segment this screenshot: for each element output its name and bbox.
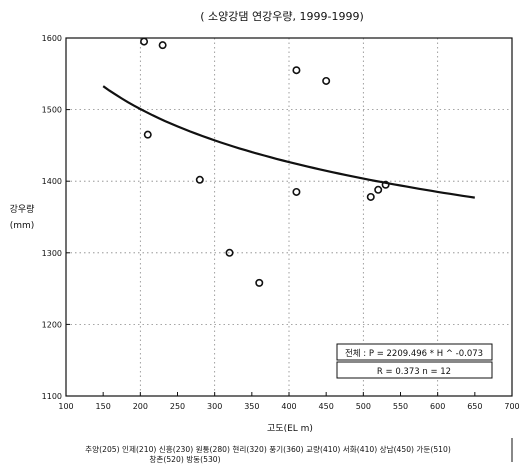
data-point xyxy=(255,278,264,287)
data-point xyxy=(292,66,301,75)
x-tick-label: 150 xyxy=(96,402,111,411)
annotation-line2: R = 0.373 n = 12 xyxy=(377,367,451,377)
x-tick-label: 350 xyxy=(244,402,259,411)
data-point xyxy=(195,175,204,184)
data-point xyxy=(225,248,234,257)
x-tick-label: 550 xyxy=(393,402,408,411)
y-tick-label: 1500 xyxy=(42,106,62,115)
annotation-line2-box xyxy=(336,361,493,379)
annotation-line1-box xyxy=(336,343,493,361)
y-tick-label: 1100 xyxy=(42,392,62,401)
x-tick-label: 200 xyxy=(133,402,148,411)
y-tick-label: 1300 xyxy=(42,249,62,258)
y-axis-label-line2: (mm) xyxy=(10,221,35,231)
x-tick-label: 600 xyxy=(430,402,445,411)
chart-title: ( 소양강댐 연강우량, 1999-1999) xyxy=(200,10,364,23)
x-tick-label: 100 xyxy=(58,402,73,411)
data-point xyxy=(292,187,301,196)
x-axis: 100 150 200 250 300 350 400 450 500 550 600 650 700 xyxy=(58,392,520,411)
x-tick-label: 500 xyxy=(356,402,371,411)
data-point xyxy=(140,37,149,46)
data-point xyxy=(143,130,152,139)
plot-frame xyxy=(65,37,513,397)
annotation-line1: 전체 : P = 2209.496 * H ^ -0.073 xyxy=(345,348,483,359)
data-point xyxy=(374,185,383,194)
grid xyxy=(66,38,512,396)
x-tick-label: 400 xyxy=(281,402,296,411)
annotation-box: 전체 : P = 2209.496 * H ^ -0.073 R = 0.373… xyxy=(336,343,493,379)
stations-line2: 창촌(520) 방동(530) xyxy=(149,454,220,464)
data-point xyxy=(381,180,390,189)
x-tick-label: 650 xyxy=(467,402,482,411)
data-point xyxy=(366,192,375,201)
x-axis-label: 고도(EL m) xyxy=(267,424,313,434)
y-axis-label-line1: 강우량 xyxy=(10,203,35,215)
x-tick-label: 300 xyxy=(207,402,222,411)
x-tick-label: 700 xyxy=(504,402,519,411)
fit-curve xyxy=(102,85,475,199)
data-point xyxy=(158,41,167,50)
y-tick-label: 1200 xyxy=(42,320,62,329)
stations-line1: 추양(205) 인제(210) 신흥(230) 원통(280) 현리(320) … xyxy=(85,444,451,454)
x-tick-label: 450 xyxy=(319,402,334,411)
y-tick-label: 1600 xyxy=(42,34,62,43)
y-axis: 1100 1200 1300 1400 1500 1600 xyxy=(42,34,70,401)
data-points xyxy=(140,37,390,287)
data-point xyxy=(322,76,331,85)
y-tick-label: 1400 xyxy=(42,177,62,186)
x-tick-label: 250 xyxy=(170,402,185,411)
